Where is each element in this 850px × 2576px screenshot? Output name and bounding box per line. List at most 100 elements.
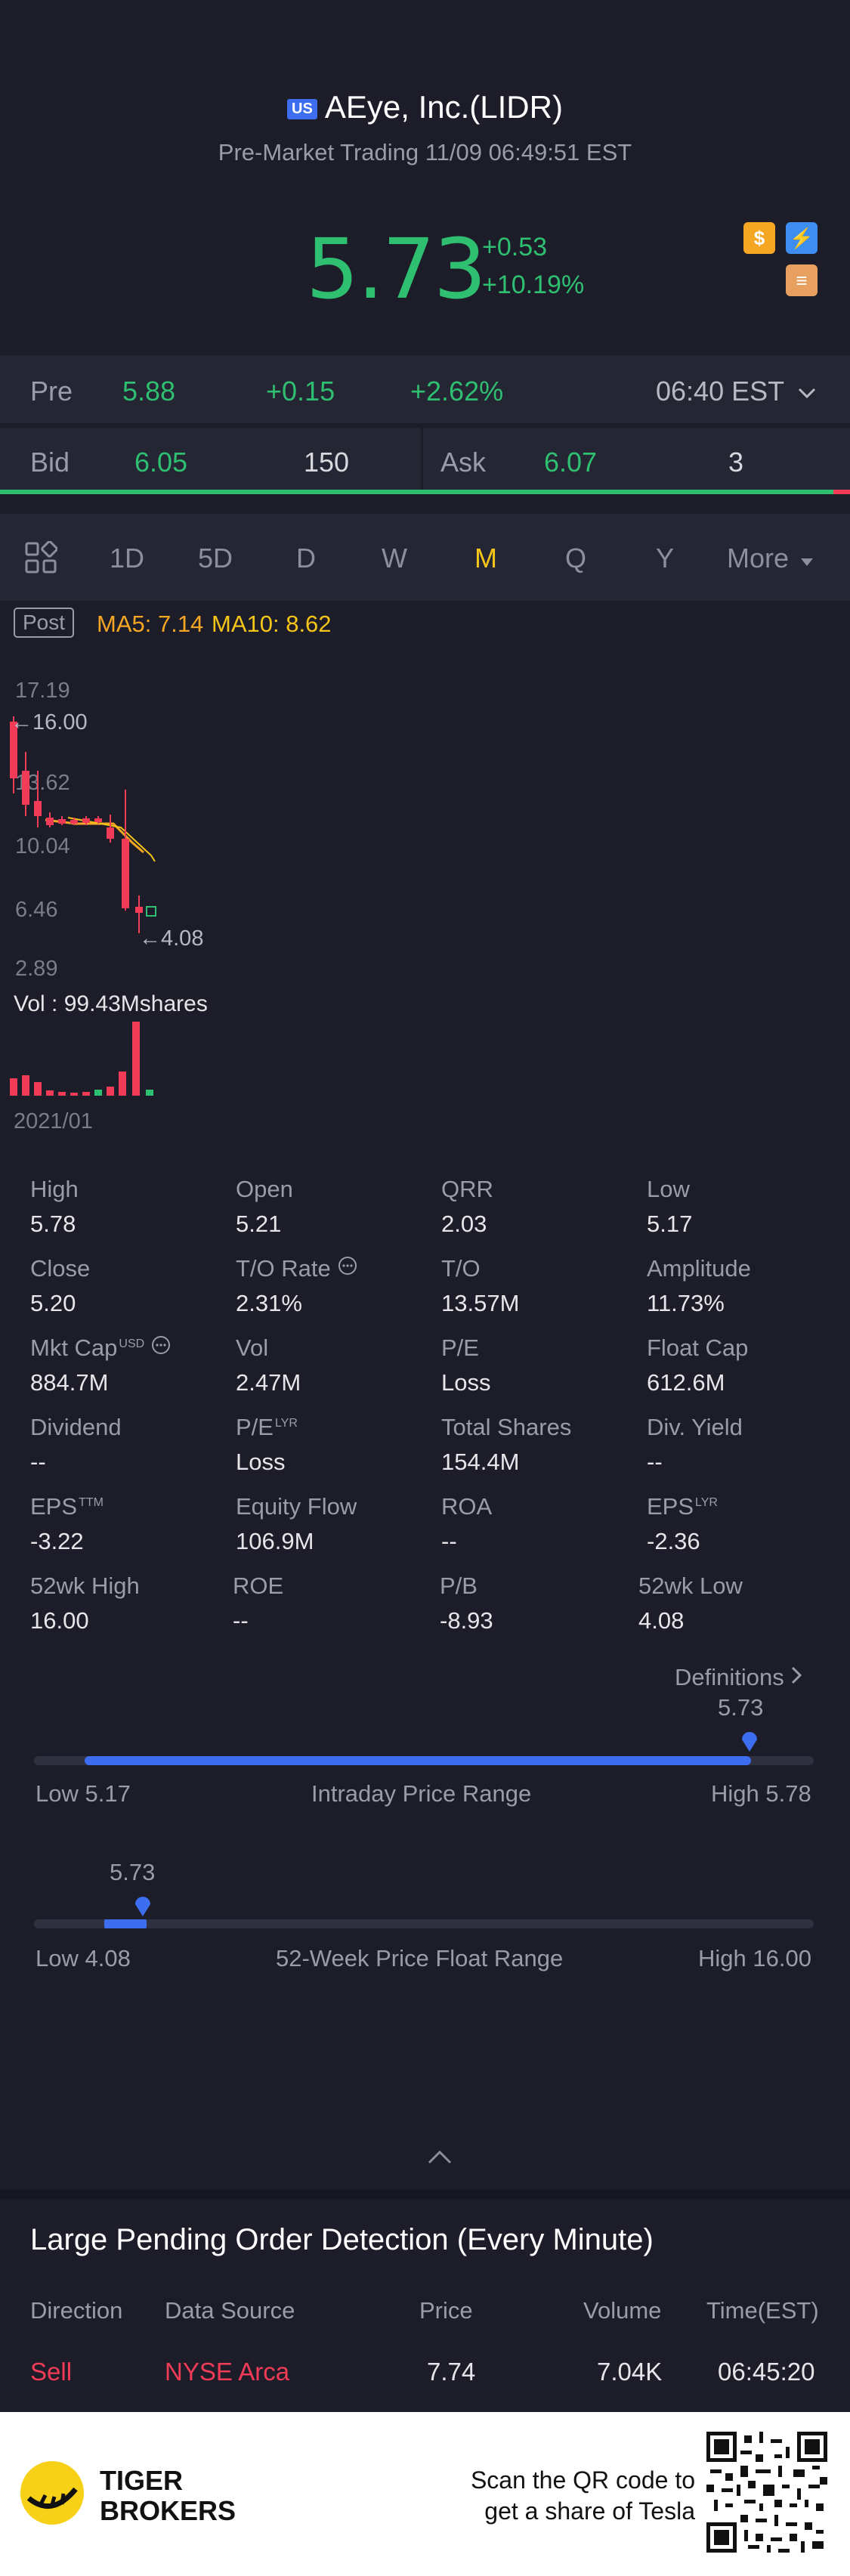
stat-label-text: T/O Rate [236, 1255, 331, 1282]
stat-value: 5.78 [30, 1211, 76, 1237]
order-source: NYSE Arca [165, 2358, 290, 2386]
collapse-chevron-icon[interactable] [426, 2148, 453, 2166]
stat-label: ROE [233, 1573, 283, 1600]
ask-label: Ask [440, 447, 487, 478]
col-direction: Direction [30, 2297, 123, 2324]
volume-bar [94, 1090, 102, 1096]
week52-range-fill [104, 1919, 147, 1928]
bid-ask-ratio-bar [0, 490, 850, 494]
tab-m[interactable]: M [474, 543, 497, 574]
stat-label: P/E [441, 1334, 479, 1362]
stat-value: 5.20 [30, 1290, 76, 1316]
stat-label-text: High [30, 1176, 79, 1202]
stat-label: P/B [440, 1573, 478, 1600]
stat-label-text: Open [236, 1176, 293, 1202]
premarket-price: 5.88 [122, 376, 176, 407]
definitions-label: Definitions [675, 1664, 784, 1690]
premarket-time: 06:40 EST [656, 376, 784, 407]
volume-bar [146, 1090, 153, 1096]
y-tick-label: 6.46 [15, 898, 58, 922]
premarket-time-selector[interactable]: 06:40 EST [656, 376, 817, 407]
dollar-icon[interactable]: $ [743, 222, 775, 254]
orderbook-row [0, 428, 850, 493]
market-badge: US [287, 99, 317, 119]
order-direction: Sell [30, 2358, 73, 2386]
stat-value: -- [441, 1528, 457, 1554]
ask-price: 6.07 [544, 447, 598, 478]
intraday-high: High 5.78 [711, 1780, 811, 1807]
week52-low: Low 4.08 [36, 1945, 131, 1971]
candle [34, 771, 42, 827]
stat-label-text: Close [30, 1255, 91, 1282]
ma10-line [67, 817, 156, 862]
price-chart[interactable] [0, 680, 227, 1103]
stat-label-text: T/O [441, 1255, 481, 1282]
brand-name-line1: TIGER [100, 2465, 184, 2496]
info-more-icon[interactable] [150, 1334, 172, 1356]
stat-value: 2.47M [236, 1369, 301, 1396]
col-time: Time(EST) [706, 2297, 819, 2324]
qr-code-icon[interactable] [706, 2432, 827, 2553]
tab-y[interactable]: Y [656, 543, 675, 574]
stack-icon[interactable]: ≡ [786, 264, 818, 296]
pending-orders-title: Large Pending Order Detection (Every Min… [30, 2223, 654, 2256]
grid-layout-icon[interactable] [24, 541, 57, 574]
tab-q[interactable]: Q [565, 543, 587, 574]
stat-label: Float Cap [647, 1334, 748, 1362]
stat-label: EPS LYR [647, 1493, 718, 1520]
stat-value: -3.22 [30, 1528, 84, 1554]
tab-5d[interactable]: 5D [198, 543, 233, 574]
stat-value: 612.6M [647, 1369, 725, 1396]
definitions-link[interactable]: Definitions [675, 1664, 802, 1691]
info-more-icon[interactable] [337, 1255, 358, 1276]
tab-w[interactable]: W [382, 543, 407, 574]
high-annotation-value: 16.00 [32, 710, 88, 734]
tiger-logo-icon [20, 2461, 84, 2525]
stat-label: Dividend [30, 1414, 122, 1441]
stat-label-text: ROE [233, 1573, 284, 1599]
stat-value: 5.21 [236, 1211, 282, 1237]
stat-label-text: Vol [236, 1334, 269, 1361]
bid-price: 6.05 [134, 447, 188, 478]
high-annotation: ←16.00 [11, 710, 88, 734]
stat-label-text: Amplitude [647, 1255, 751, 1282]
volume-bar [58, 1092, 66, 1096]
stat-value: -2.36 [647, 1528, 700, 1554]
lightning-icon[interactable]: ⚡ [786, 222, 818, 254]
tab-d[interactable]: D [296, 543, 316, 574]
tab-more[interactable]: More [727, 543, 814, 574]
volume-bar [34, 1082, 42, 1096]
stat-label-text: Total Shares [441, 1414, 572, 1440]
order-price: 7.74 [427, 2358, 476, 2386]
stat-value: 154.4M [441, 1449, 520, 1475]
volume-label: Vol : 99.43Mshares [14, 991, 208, 1016]
order-time: 06:45:20 [718, 2358, 815, 2386]
chevron-down-icon [799, 388, 816, 399]
tab-1d[interactable]: 1D [110, 543, 145, 574]
week52-current-price: 5.73 [110, 1859, 156, 1885]
stat-label: Open [236, 1176, 293, 1203]
candle [107, 815, 114, 843]
candle [46, 812, 54, 827]
stat-value: 13.57M [441, 1290, 520, 1316]
week52-marker-icon [135, 1897, 150, 1916]
week52-high: High 16.00 [698, 1945, 811, 1971]
volume-bar [22, 1075, 29, 1096]
stat-label: Total Shares [441, 1414, 571, 1441]
stat-label-text: EPS [647, 1493, 694, 1520]
trading-session-status: Pre-Market Trading 11/09 06:49:51 EST [218, 139, 632, 165]
tab-more-label: More [727, 543, 790, 574]
col-volume: Volume [583, 2297, 662, 2324]
stat-value: 2.03 [441, 1211, 487, 1237]
y-tick-label: 2.89 [15, 957, 58, 981]
stat-value: -- [30, 1449, 46, 1475]
session-toggle[interactable]: Post [14, 608, 75, 638]
volume-bar [82, 1092, 90, 1096]
stat-label: QRR [441, 1176, 493, 1203]
candle [10, 716, 17, 793]
stat-label: T/O Rate [236, 1255, 358, 1282]
stat-label: High [30, 1176, 79, 1203]
stat-value: -- [647, 1449, 663, 1475]
ma5-indicator: MA5: 7.14 [97, 611, 204, 637]
stat-label-text: Mkt Cap [30, 1334, 118, 1361]
